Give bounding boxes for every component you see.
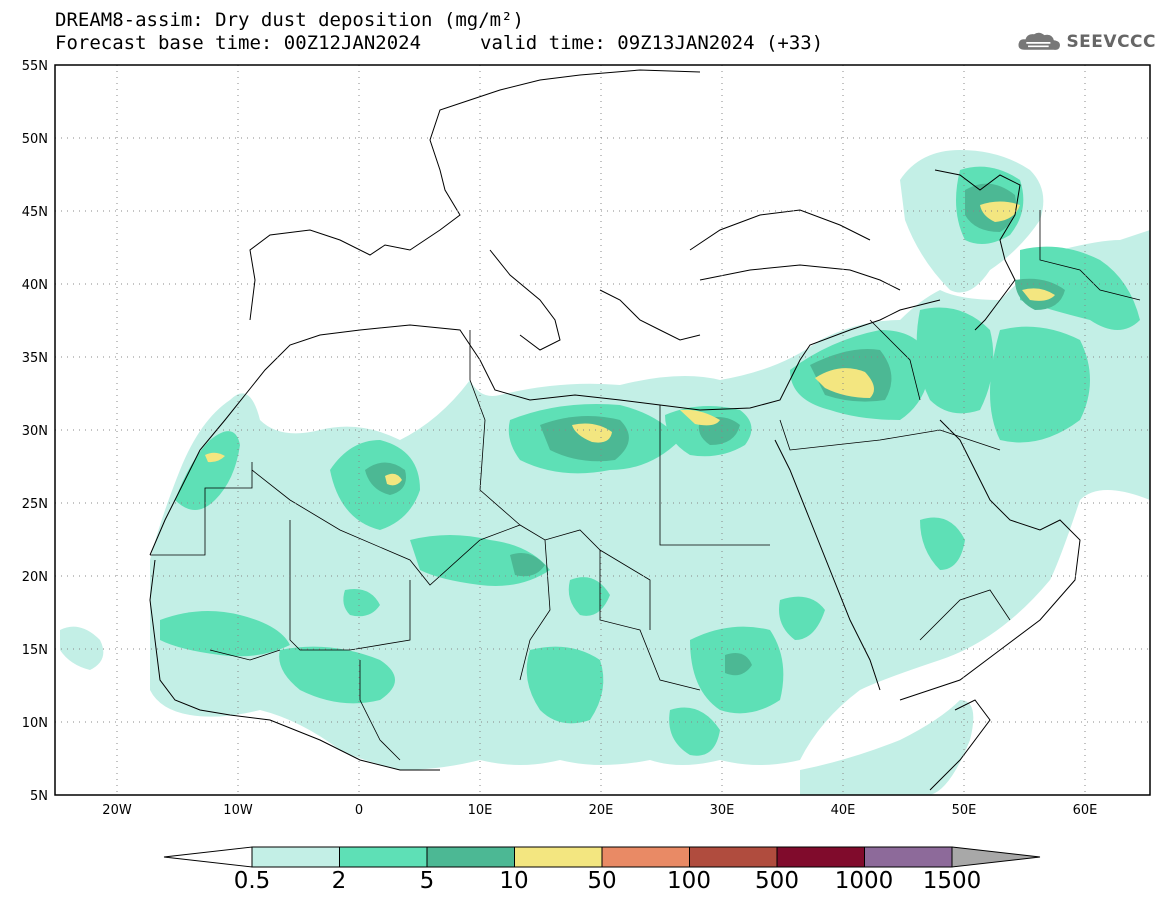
colorbar-swatch	[864, 846, 953, 868]
colorbar-swatch	[426, 846, 515, 868]
lat-label: 10N	[22, 716, 48, 731]
lon-label: 10E	[468, 803, 493, 818]
graticule	[55, 65, 1150, 795]
lat-label: 45N	[22, 205, 48, 220]
lon-label: 0	[355, 803, 363, 818]
colorbar-swatch	[776, 846, 865, 868]
colorbar-label: 10	[499, 868, 529, 894]
colorbar-label: 1500	[922, 868, 982, 894]
colorbar-label: 2	[331, 868, 347, 894]
lat-label: 55N	[22, 59, 48, 74]
lat-label: 30N	[22, 424, 48, 439]
lon-label: 20E	[589, 803, 614, 818]
lat-label: 50N	[22, 132, 48, 147]
seevccc-logo: SEEVCCC	[1016, 27, 1156, 57]
lat-label: 20N	[22, 570, 48, 585]
forecast-base-time: Forecast base time: 00Z12JAN2024	[55, 32, 422, 54]
colorbar-label: 50	[587, 868, 617, 894]
lat-label: 5N	[30, 789, 48, 804]
dust-fields	[60, 150, 1150, 795]
logo-text: SEEVCCC	[1066, 32, 1156, 52]
colorbar-left-arrow	[163, 846, 253, 868]
colorbar-swatch	[601, 846, 690, 868]
lat-label: 25N	[22, 497, 48, 512]
longitude-labels: 20W 10W 0 10E 20E 30E 40E 50E 60E	[102, 803, 1097, 818]
lat-label: 40N	[22, 278, 48, 293]
cloud-logo-icon	[1018, 32, 1060, 50]
lon-label: 40E	[831, 803, 856, 818]
latitude-labels: 55N 50N 45N 40N 35N 30N 25N 20N 15N 10N …	[22, 59, 48, 804]
colorbar-swatch	[514, 846, 603, 868]
lon-label: 60E	[1073, 803, 1098, 818]
map-frame	[54, 64, 1151, 796]
colorbar-label: 1000	[834, 868, 894, 894]
dust-field-very-high	[205, 201, 1055, 486]
country-borders	[150, 210, 1141, 761]
colorbar-swatch	[251, 846, 340, 868]
colorbar-right-arrow	[951, 846, 1041, 868]
map-title: DREAM8-assim: Dry dust deposition (mg/m²…	[55, 9, 524, 31]
colorbar-label: 100	[667, 868, 711, 894]
colorbar-label: 500	[755, 868, 799, 894]
colorbar	[163, 846, 1041, 868]
lon-label: 30E	[710, 803, 735, 818]
coastlines	[149, 69, 1081, 791]
colorbar-label: 5	[419, 868, 435, 894]
lat-label: 15N	[22, 643, 48, 658]
colorbar-swatch	[689, 846, 778, 868]
lat-label: 35N	[22, 351, 48, 366]
valid-time: valid time: 09Z13JAN2024 (+33)	[480, 32, 824, 54]
lon-label: 50E	[952, 803, 977, 818]
lon-label: 10W	[223, 803, 253, 818]
lon-label: 20W	[102, 803, 132, 818]
colorbar-swatch	[339, 846, 428, 868]
colorbar-label: 0.5	[233, 868, 271, 894]
